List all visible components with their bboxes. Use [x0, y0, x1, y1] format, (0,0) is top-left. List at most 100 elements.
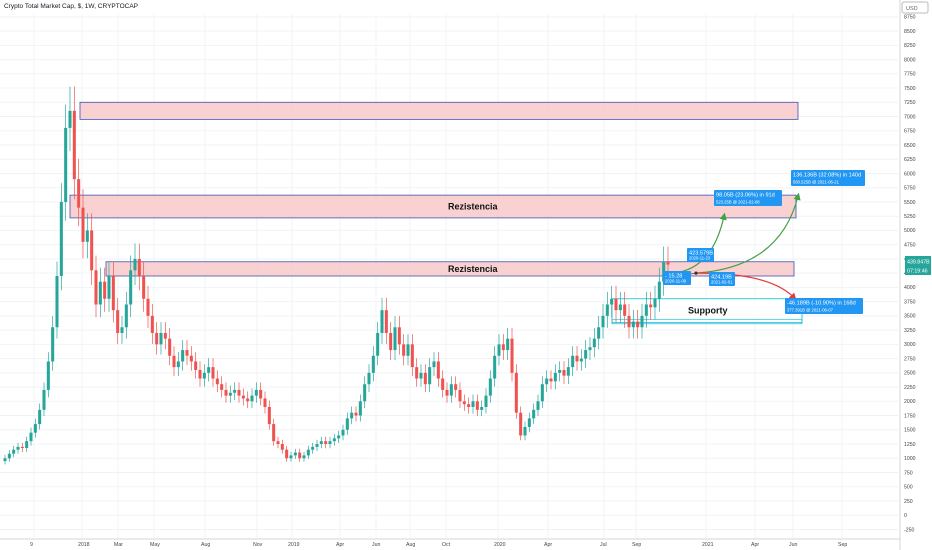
x-tick-label: Sep: [838, 542, 847, 548]
candle-body: [146, 298, 150, 316]
y-tick-label: 3000: [904, 342, 916, 348]
price-axis: -250 0 250 500 750 1000 1250 1500 1750 2000 2250 25…: [904, 15, 916, 534]
y-tick-label: 4750: [904, 242, 916, 248]
candle-body: [237, 389, 241, 396]
candle-body: [133, 258, 137, 271]
candle-body: [610, 298, 614, 305]
candle-body: [462, 401, 466, 405]
candle-body: [12, 449, 16, 454]
y-tick-label: 6750: [904, 129, 916, 135]
candle-body: [176, 361, 180, 368]
candle-body: [445, 389, 449, 396]
candle-body: [33, 424, 37, 433]
candle-body: [558, 369, 562, 373]
candle-body: [168, 338, 172, 356]
label-down-box: [785, 298, 863, 314]
candle-body: [202, 372, 206, 379]
candle-body: [189, 355, 193, 362]
zone-top-resistance: [79, 101, 799, 120]
candle-body: [337, 435, 341, 439]
candle-body: [441, 378, 445, 390]
candle-body: [532, 409, 536, 419]
candle-body: [25, 441, 29, 449]
label-mid-line1: 424.19B: [711, 275, 732, 281]
candle-body: [181, 350, 185, 362]
candle-body: [631, 321, 635, 328]
candle-body: [103, 281, 107, 299]
time-axis: 9 2018 Mar May Aug Nov 2019 Apr Jun Aug Oct 2020 Apr…: [30, 542, 847, 548]
x-tick-label: 2018: [78, 542, 90, 548]
label-current-box: [687, 248, 714, 262]
candle-body: [618, 304, 622, 311]
x-tick-label: May: [150, 542, 160, 548]
candle-body: [159, 332, 163, 345]
candle-body: [397, 327, 401, 345]
candle-body: [428, 367, 432, 385]
x-tick-label: Aug: [201, 542, 210, 548]
candle-body: [458, 389, 462, 402]
candle-body: [38, 409, 42, 425]
countdown-badge: [905, 266, 931, 275]
candle-body: [259, 389, 263, 399]
label-down-line2: 377.391B @ 2021-06-07: [787, 308, 834, 313]
label-target1-box: [714, 190, 782, 206]
label-target1-line2: 523.25B @ 2021-02-08: [716, 200, 760, 205]
zone-resistance-2: [105, 261, 795, 277]
y-tick-label: 2750: [904, 356, 916, 362]
candle-body: [315, 444, 319, 447]
candle-body: [254, 389, 258, 396]
chart-title: Crypto Total Market Cap, $, 1W, CRYPTOCA…: [4, 3, 139, 10]
candle-body: [172, 355, 176, 368]
y-tick-label: 4000: [904, 285, 916, 291]
candle-body: [129, 270, 133, 305]
currency-box[interactable]: [901, 1, 929, 14]
candle-body: [77, 179, 81, 208]
y-tick-label: 7750: [904, 72, 916, 78]
candle-body: [588, 347, 592, 351]
candle-body: [302, 455, 306, 459]
label-short-line2: 2020-11-09: [665, 279, 687, 284]
candle-body: [241, 395, 245, 399]
x-tick-label: Sep: [632, 542, 641, 548]
y-tick-label: 6000: [904, 171, 916, 177]
candle-body: [423, 372, 427, 385]
candle-body: [150, 315, 154, 333]
candle-body: [7, 453, 11, 459]
x-tick-label: Apr: [751, 542, 759, 548]
candle-body: [484, 395, 488, 407]
candle-body: [298, 452, 302, 459]
zone-label-support: Supporty: [688, 306, 728, 316]
candle-body: [280, 444, 284, 450]
candle-body: [527, 418, 531, 427]
candle-body: [324, 441, 328, 445]
candle-body: [29, 432, 33, 442]
candle-body: [488, 378, 492, 396]
label-mid-box: [709, 272, 735, 286]
candle-body: [410, 344, 414, 368]
candle-body: [579, 358, 583, 362]
candle-body: [367, 372, 371, 385]
candle-body: [415, 367, 419, 379]
candle-body: [419, 372, 423, 379]
candle-body: [319, 441, 323, 445]
candle-body: [649, 304, 653, 308]
y-tick-label: -250: [904, 527, 914, 533]
y-tick-label: 5250: [904, 214, 916, 220]
y-tick-label: 5750: [904, 186, 916, 192]
candle-body: [285, 449, 289, 459]
candle-body: [540, 384, 544, 402]
candle-body: [72, 110, 76, 180]
candle-body: [207, 367, 211, 373]
candle-body: [562, 369, 566, 376]
last-price-value: 439.847B: [907, 260, 930, 266]
candle-body: [653, 298, 657, 308]
candle-body: [384, 310, 388, 333]
candle-body: [111, 276, 115, 311]
zone-label-resistance-2: Rezistencia: [448, 264, 499, 274]
y-tick-label: 3500: [904, 314, 916, 320]
y-tick-label: 2500: [904, 371, 916, 377]
candle-body: [311, 446, 315, 450]
candle-body: [64, 127, 68, 202]
